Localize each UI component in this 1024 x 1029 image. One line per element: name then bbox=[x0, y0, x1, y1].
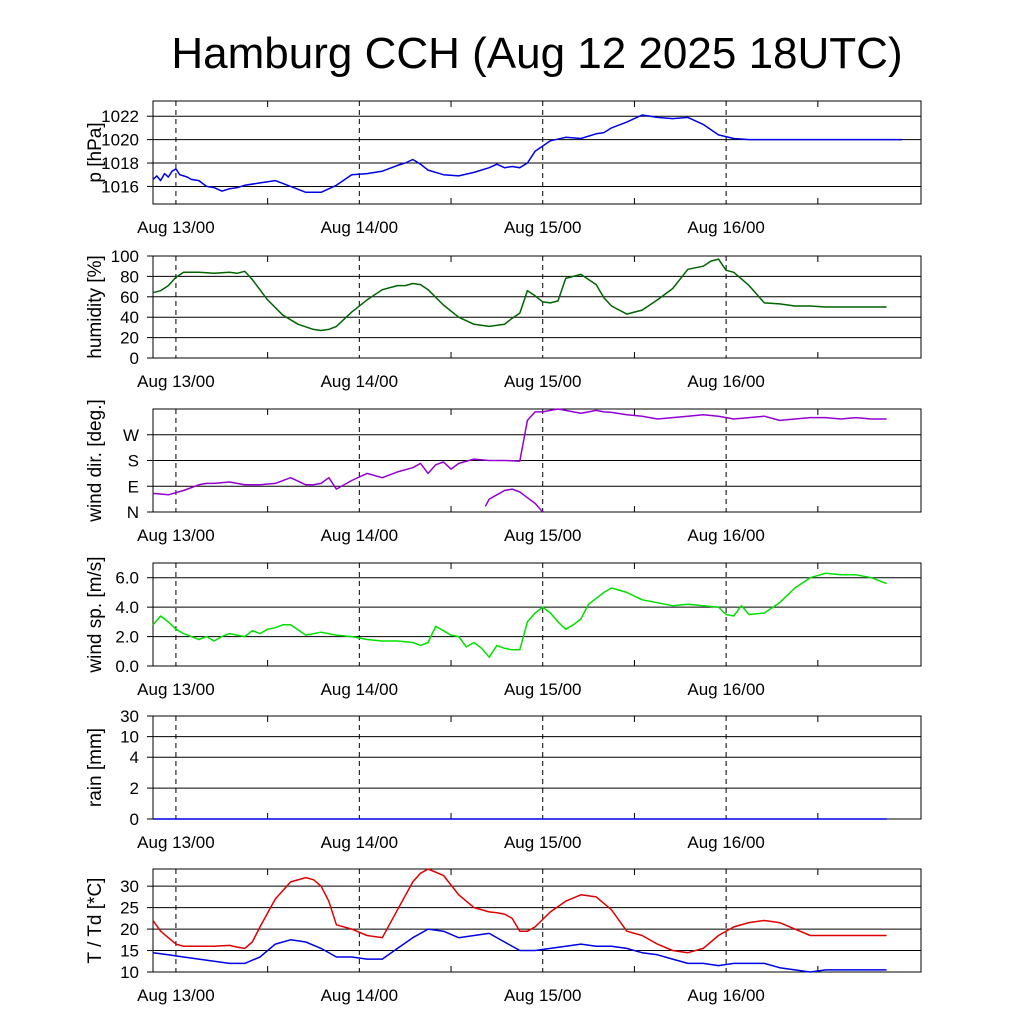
y-tick-label: 4 bbox=[130, 748, 139, 767]
chart-title: Hamburg CCH (Aug 12 2025 18UTC) bbox=[171, 29, 902, 78]
x-tick-label: Aug 13/00 bbox=[137, 526, 215, 545]
y-tick-label: 10 bbox=[120, 728, 139, 747]
y-tick-label: 30 bbox=[120, 877, 139, 896]
wind_speed-series-line bbox=[152, 572, 887, 658]
y-tick-label: 2.0 bbox=[115, 628, 139, 647]
x-tick-label: Aug 15/00 bbox=[504, 526, 582, 545]
y-tick-label: S bbox=[128, 452, 139, 471]
x-tick-label: Aug 15/00 bbox=[504, 372, 582, 391]
x-tick-label: Aug 13/00 bbox=[137, 986, 215, 1005]
x-tick-label: Aug 15/00 bbox=[504, 986, 582, 1005]
y-tick-label: 25 bbox=[120, 899, 139, 918]
x-tick-label: Aug 14/00 bbox=[321, 680, 399, 699]
x-tick-label: Aug 14/00 bbox=[321, 526, 399, 545]
y-tick-label: W bbox=[123, 426, 139, 445]
y-tick-label: 80 bbox=[120, 267, 139, 286]
wind_dir-series-line bbox=[484, 488, 544, 513]
y-tick-label: 40 bbox=[120, 308, 139, 327]
panel-pressure: 1016 1018 1020 1022 Aug 13/00 Aug 14/00 Aug 15… bbox=[85, 100, 922, 237]
y-tick-label: N bbox=[127, 503, 139, 522]
x-tick-label: Aug 15/00 bbox=[504, 833, 582, 852]
x-tick-label: Aug 13/00 bbox=[137, 833, 215, 852]
y-tick-label: 0 bbox=[130, 810, 139, 829]
y-tick-label: 1020 bbox=[101, 131, 139, 150]
x-tick-label: Aug 14/00 bbox=[321, 986, 399, 1005]
x-tick-label: Aug 14/00 bbox=[321, 372, 399, 391]
wind_dir-series-line bbox=[152, 408, 887, 496]
y-axis-label: wind dir. [deg.] bbox=[85, 399, 106, 523]
x-tick-label: Aug 14/00 bbox=[321, 218, 399, 237]
plot-frame bbox=[152, 562, 922, 667]
y-tick-label: 6.0 bbox=[115, 569, 139, 588]
y-tick-label: 1018 bbox=[101, 154, 139, 173]
x-tick-label: Aug 16/00 bbox=[687, 680, 765, 699]
y-axis-label: wind sp. [m/s] bbox=[85, 556, 106, 673]
x-tick-label: Aug 14/00 bbox=[321, 833, 399, 852]
y-tick-label: 0 bbox=[130, 349, 139, 368]
y-tick-label: 2 bbox=[130, 779, 139, 798]
panel-rain: 0 2 410 30 Aug 13/00 Aug 14/00 Aug 15/00 Aug 16… bbox=[85, 707, 922, 852]
plot-frame bbox=[152, 100, 922, 205]
x-tick-label: Aug 15/00 bbox=[504, 680, 582, 699]
x-tick-label: Aug 13/00 bbox=[137, 218, 215, 237]
y-tick-label: 100 bbox=[111, 247, 139, 266]
y-tick-label: 10 bbox=[120, 963, 139, 982]
y-tick-label: 15 bbox=[120, 942, 139, 961]
temperature-series-line bbox=[152, 868, 887, 954]
x-tick-label: Aug 16/00 bbox=[687, 833, 765, 852]
y-tick-label: 1016 bbox=[101, 177, 139, 196]
x-tick-label: Aug 16/00 bbox=[687, 372, 765, 391]
x-tick-label: Aug 16/00 bbox=[687, 986, 765, 1005]
plot-frame bbox=[152, 715, 922, 820]
humidity-series-line bbox=[152, 258, 887, 332]
y-axis-label: rain [mm] bbox=[85, 728, 106, 807]
pressure-series-line bbox=[152, 114, 902, 194]
y-tick-label: E bbox=[128, 477, 139, 496]
panel-temperature: 10 15 20 25 30 Aug 13/00 Aug 14/00 Aug 15/00 Aug… bbox=[85, 868, 922, 1005]
x-tick-label: Aug 15/00 bbox=[504, 218, 582, 237]
y-tick-label: 0.0 bbox=[115, 657, 139, 676]
y-tick-label: 1022 bbox=[101, 107, 139, 126]
y-tick-label: 20 bbox=[120, 920, 139, 939]
y-axis-label: p [hPa] bbox=[85, 122, 106, 182]
x-tick-label: Aug 13/00 bbox=[137, 680, 215, 699]
x-tick-label: Aug 13/00 bbox=[137, 372, 215, 391]
y-tick-label: 20 bbox=[120, 329, 139, 348]
x-tick-label: Aug 16/00 bbox=[687, 218, 765, 237]
plot-frame bbox=[152, 868, 922, 973]
plot-frame bbox=[152, 255, 922, 359]
y-tick-label: 30 bbox=[120, 707, 139, 726]
panel-wind_speed: 0.0 2.0 4.0 6.0 Aug 13/00 Aug 14/00 Aug 15/00 A… bbox=[85, 556, 922, 699]
y-tick-label: 60 bbox=[120, 288, 139, 307]
temperature-series-line bbox=[152, 928, 887, 973]
y-tick-label: 4.0 bbox=[115, 598, 139, 617]
y-axis-label: humidity [%] bbox=[85, 255, 106, 358]
y-axis-label: T / Td [*C] bbox=[85, 878, 106, 964]
x-tick-label: Aug 16/00 bbox=[687, 526, 765, 545]
